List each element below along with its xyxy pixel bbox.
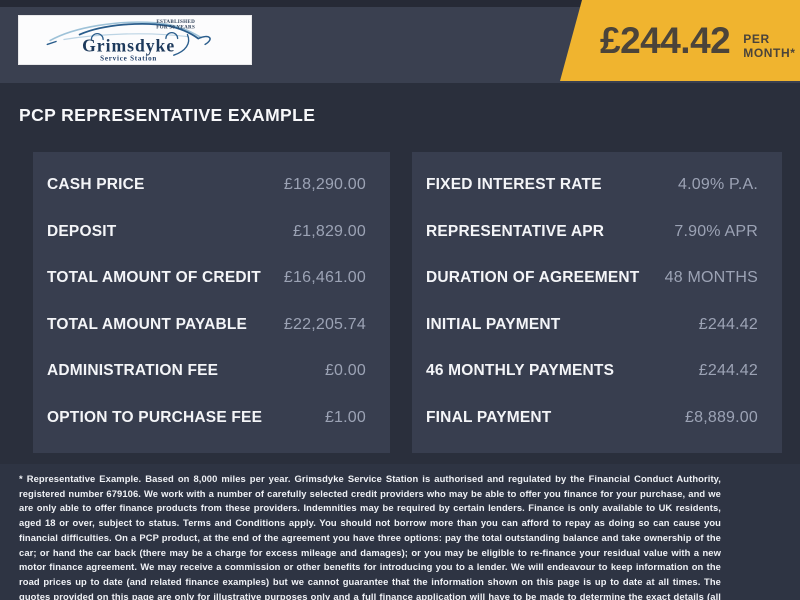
row-value: £8,889.00 bbox=[685, 408, 758, 426]
row-initial-payment: INITIAL PAYMENT £244.42 bbox=[426, 316, 758, 334]
row-fixed-interest-rate: FIXED INTEREST RATE 4.09% P.A. bbox=[426, 176, 758, 194]
page-title: PCP REPRESENTATIVE EXAMPLE bbox=[19, 105, 316, 125]
row-label: OPTION TO PURCHASE FEE bbox=[47, 408, 263, 426]
row-value: £1,829.00 bbox=[293, 222, 366, 240]
row-label: DEPOSIT bbox=[47, 222, 117, 240]
monthly-price-period: PER MONTH* bbox=[743, 31, 796, 60]
finance-table-left: CASH PRICE £18,290.00 DEPOSIT £1,829.00 … bbox=[33, 152, 390, 453]
grimsdyke-logo: ESTABLISHED FOR 50 YEARS Grimsdyke Servi… bbox=[18, 15, 252, 65]
row-label: TOTAL AMOUNT OF CREDIT bbox=[47, 269, 261, 287]
logo-subtitle: Service Station bbox=[100, 55, 157, 63]
finance-table-right: FIXED INTEREST RATE 4.09% P.A. REPRESENT… bbox=[412, 152, 782, 453]
representative-example-disclaimer: * Representative Example. Based on 8,000… bbox=[19, 473, 721, 600]
row-label: FIXED INTEREST RATE bbox=[426, 176, 602, 194]
row-cash-price: CASH PRICE £18,290.00 bbox=[47, 176, 366, 194]
monthly-price-banner: £244.42 PER MONTH* bbox=[560, 0, 800, 81]
monthly-price-amount: £244.42 bbox=[600, 19, 731, 61]
logo-graphic: ESTABLISHED FOR 50 YEARS Grimsdyke Servi… bbox=[46, 19, 211, 63]
row-representative-apr: REPRESENTATIVE APR 7.90% APR bbox=[426, 223, 758, 241]
row-value: 4.09% P.A. bbox=[678, 176, 758, 194]
row-label: ADMINISTRATION FEE bbox=[47, 362, 219, 380]
row-value: £0.00 bbox=[324, 362, 366, 380]
row-label: TOTAL AMOUNT PAYABLE bbox=[47, 315, 248, 333]
row-label: CASH PRICE bbox=[47, 176, 145, 194]
row-value: £16,461.00 bbox=[283, 269, 366, 287]
row-value: 7.90% APR bbox=[674, 222, 758, 240]
row-duration-of-agreement: DURATION OF AGREEMENT 48 MONTHS bbox=[426, 269, 758, 287]
row-label: REPRESENTATIVE APR bbox=[426, 222, 605, 240]
established-badge-line1: ESTABLISHED bbox=[156, 19, 195, 25]
logo-name: Grimsdyke bbox=[82, 35, 175, 55]
row-value: 48 MONTHS bbox=[664, 269, 758, 287]
row-total-amount-payable: TOTAL AMOUNT PAYABLE £22,205.74 bbox=[47, 316, 366, 334]
row-value: £244.42 bbox=[698, 315, 758, 333]
footer-band bbox=[0, 464, 800, 600]
row-monthly-payments: 46 MONTHLY PAYMENTS £244.42 bbox=[426, 362, 758, 380]
row-label: FINAL PAYMENT bbox=[426, 408, 552, 426]
row-label: INITIAL PAYMENT bbox=[426, 315, 561, 333]
row-value: £1.00 bbox=[324, 408, 366, 426]
row-value: £22,205.74 bbox=[283, 315, 366, 333]
car-sketch-icon bbox=[46, 21, 211, 56]
row-final-payment: FINAL PAYMENT £8,889.00 bbox=[426, 409, 758, 427]
row-administration-fee: ADMINISTRATION FEE £0.00 bbox=[47, 362, 366, 380]
row-value: £244.42 bbox=[698, 362, 758, 380]
row-value: £18,290.00 bbox=[283, 176, 366, 194]
row-label: 46 MONTHLY PAYMENTS bbox=[426, 362, 615, 380]
row-deposit: DEPOSIT £1,829.00 bbox=[47, 223, 366, 241]
row-total-amount-of-credit: TOTAL AMOUNT OF CREDIT £16,461.00 bbox=[47, 269, 366, 287]
row-option-to-purchase-fee: OPTION TO PURCHASE FEE £1.00 bbox=[47, 409, 366, 427]
top-strip bbox=[0, 0, 800, 7]
established-badge-line2: FOR 50 YEARS bbox=[156, 25, 195, 31]
row-label: DURATION OF AGREEMENT bbox=[426, 269, 640, 287]
